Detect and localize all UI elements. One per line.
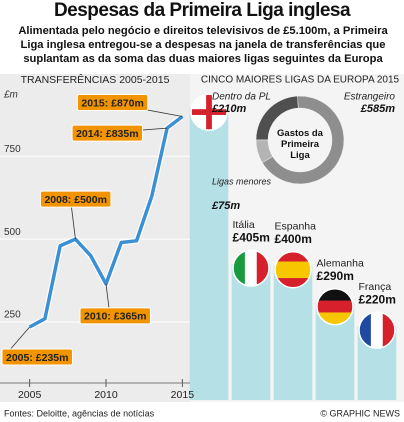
title: Despesas da Primeira Liga inglesa (53, 0, 351, 21)
flag-rim (190, 93, 228, 131)
segment-label: Ligas menores (212, 176, 272, 186)
segment-value: £210m (211, 103, 246, 115)
value-label: £290m (317, 269, 354, 283)
subtitle: Alimentada pelo negócio e direitos telev… (18, 25, 388, 65)
category-label: França (359, 281, 392, 293)
section-title: CINCO MAIORES LIGAS DA EUROPA 2015 (201, 75, 400, 86)
credit: © GRAPHIC NEWS (320, 408, 400, 418)
source: Fontes: Deloitte, agências de notícias (4, 408, 155, 418)
section-title: TRANSFERÊNCIAS 2005-2015 (21, 73, 170, 86)
x-tick-label: 2015 (171, 389, 195, 401)
bar (189, 108, 229, 401)
annotation-box (79, 307, 151, 325)
annotation: 2008: £500m (44, 194, 106, 206)
flag-part (191, 109, 227, 115)
flag-part (244, 250, 258, 287)
flag-part (275, 261, 311, 279)
annotation: 2014: £835m (76, 128, 138, 140)
flag-part (370, 312, 384, 349)
segment-value: £75m (211, 200, 240, 212)
annotation: 2015: £870m (81, 97, 143, 109)
y-tick-label: 500 (4, 227, 21, 238)
flag-part (317, 300, 353, 313)
category-label: Espanha (275, 221, 317, 233)
annotation-box (39, 190, 112, 208)
x-tick-label: 2005 (18, 389, 42, 401)
donut-segment (261, 95, 345, 185)
donut-center-label: Gastos da Primeira Liga (277, 128, 323, 161)
segment-value: £585m (360, 103, 395, 115)
value-label: £220m (359, 292, 396, 306)
flag-rim (274, 251, 312, 289)
value-label: £405m (233, 230, 270, 244)
annotation-box (1, 348, 73, 366)
value-label: £400m (275, 232, 312, 246)
annotation-box (76, 94, 149, 112)
category-label: Itália (233, 219, 255, 231)
y-axis-label: £m (3, 90, 18, 101)
y-tick-label: 250 (4, 310, 21, 321)
donut-segment (255, 139, 273, 164)
y-tick-label: 750 (4, 144, 21, 155)
flag-rim (316, 287, 354, 326)
flag (191, 94, 227, 131)
segment-label: Estrangeiro (344, 92, 396, 103)
x-tick-label: 2010 (94, 389, 118, 401)
flag (275, 251, 311, 288)
flag-rim (232, 249, 270, 287)
annotation: 2010: £365m (84, 311, 146, 323)
segment-label: Dentro da PL (212, 92, 271, 103)
flag-rim (358, 311, 396, 349)
line (28, 115, 184, 329)
annotation: 2005: £235m (6, 352, 68, 364)
category-label: Alemanha (317, 257, 364, 269)
annotation-box (71, 124, 144, 142)
